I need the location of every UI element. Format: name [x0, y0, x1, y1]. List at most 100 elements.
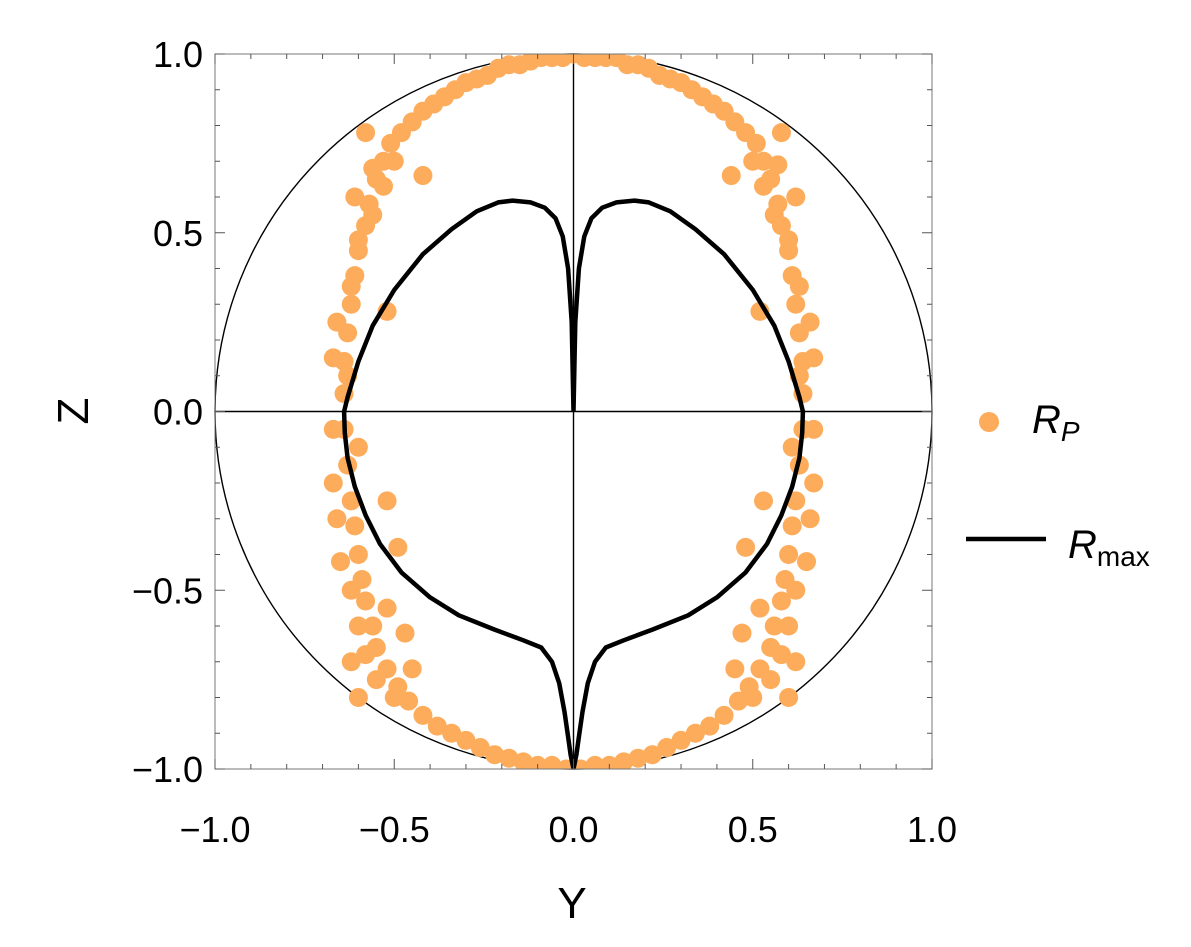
scatter-point	[599, 755, 619, 769]
scatter-point	[330, 552, 350, 572]
scatter-point	[341, 652, 361, 672]
x-tick-label: 0.5	[728, 809, 778, 850]
scatter-point	[395, 623, 415, 643]
scatter-point	[341, 580, 361, 600]
scatter-point	[642, 745, 662, 765]
scatter-point	[323, 348, 343, 368]
scatter-point	[377, 598, 397, 618]
plot-area	[214, 53, 933, 770]
scatter-point	[442, 723, 462, 743]
scatter-point	[348, 230, 368, 250]
y-axis: −1.0 −0.5 0.0 0.5 1.0	[132, 34, 932, 790]
scatter-point	[327, 312, 347, 332]
scatter-point	[754, 176, 774, 196]
scatter-point	[327, 509, 347, 529]
scatter-point	[345, 516, 365, 536]
scatter-point	[381, 133, 401, 153]
scatter-point	[782, 437, 802, 457]
scatter-point	[700, 716, 720, 736]
scatter-point	[779, 545, 799, 564]
scatter-point	[736, 537, 756, 557]
scatter-point	[384, 151, 404, 171]
legend-item-0: RP	[979, 398, 1080, 447]
scatter-point	[804, 348, 824, 368]
scatter-point	[786, 491, 806, 511]
scatter-point	[499, 748, 519, 768]
scatter-point	[373, 176, 393, 196]
scatter-point	[804, 419, 824, 439]
scatter-point	[363, 158, 383, 178]
scatter-point	[456, 730, 476, 750]
scatter-point	[323, 419, 343, 439]
scatter-point	[402, 659, 422, 679]
scatter-point	[782, 516, 802, 536]
legend-label: RP	[1032, 398, 1080, 447]
scatter-point	[786, 187, 806, 207]
scatter-series-0	[323, 54, 824, 769]
scatter-point	[764, 205, 784, 225]
scatter-point	[388, 537, 408, 557]
legend-item-1: Rmax	[966, 523, 1150, 572]
scatter-point	[743, 688, 763, 707]
scatter-point	[345, 187, 365, 207]
scatter-point	[323, 473, 343, 493]
scatter-point	[366, 670, 386, 690]
scatter-point	[348, 437, 368, 457]
scatter-point	[356, 123, 376, 143]
line-series-1	[341, 198, 806, 769]
scatter-point	[413, 705, 433, 725]
scatter-point	[348, 545, 368, 564]
x-tick-label: −1.0	[179, 809, 250, 850]
scatter-point	[779, 616, 799, 636]
scatter-point	[585, 755, 605, 769]
scatter-point	[542, 755, 562, 769]
scatter-point	[750, 598, 770, 618]
scatter-point	[800, 509, 820, 529]
x-axis: −1.0 −0.5 0.0 0.5 1.0	[179, 54, 957, 850]
scatter-point	[789, 276, 809, 296]
scatter-point	[797, 552, 817, 572]
scatter-point	[348, 688, 368, 707]
scatter-point	[728, 691, 748, 711]
x-tick-label: 0.0	[548, 809, 598, 850]
scatter-point	[732, 623, 752, 643]
scatter-point	[804, 473, 824, 493]
scatter-point	[657, 738, 677, 758]
scatter-point	[356, 645, 376, 665]
scatter-point	[768, 155, 788, 175]
y-tick-label: 1.0	[153, 34, 203, 75]
scatter-point	[384, 688, 404, 707]
y-tick-label: 0.5	[153, 213, 203, 254]
scatter-point	[779, 688, 799, 707]
data-layer	[323, 54, 824, 769]
scatter-point	[628, 748, 648, 768]
x-tick-label: −0.5	[359, 809, 430, 850]
scatter-point	[746, 133, 766, 153]
scatter-point	[761, 670, 781, 690]
scatter-point	[528, 755, 548, 769]
scatter-point	[348, 616, 368, 636]
legend-marker	[979, 412, 999, 432]
scatter-point	[513, 752, 533, 769]
scatter-point	[427, 716, 447, 736]
scatter-point	[377, 491, 397, 511]
scatter-point	[725, 659, 745, 679]
scatter-point	[399, 691, 419, 711]
scatter-point	[800, 312, 820, 332]
scatter-point	[341, 276, 361, 296]
x-axis-label: Y	[557, 879, 586, 928]
x-tick-label: 1.0	[907, 809, 957, 850]
scatter-point	[363, 205, 383, 225]
scatter-point	[771, 591, 791, 611]
scatter-point	[363, 616, 383, 636]
scatter-point	[764, 616, 784, 636]
scatter-point	[341, 294, 361, 314]
scatter-point	[614, 752, 634, 769]
scatter-point	[356, 591, 376, 611]
y-tick-label: 0.0	[153, 392, 203, 433]
scatter-point	[786, 580, 806, 600]
scatter-point	[786, 294, 806, 314]
y-tick-label: −0.5	[132, 570, 203, 611]
scatter-point	[671, 730, 691, 750]
scatter-point	[341, 491, 361, 511]
